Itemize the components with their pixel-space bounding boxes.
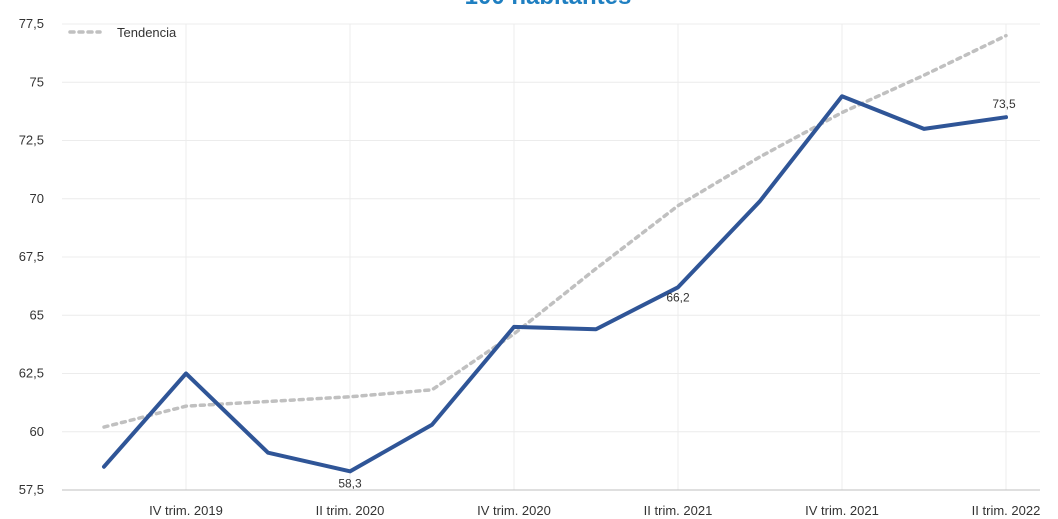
grid [62, 23, 1040, 491]
y-tick-label: 65 [30, 307, 44, 322]
y-tick-label: 62,5 [19, 366, 44, 381]
data-label: 58,3 [338, 476, 362, 490]
x-axis-ticks: IV trim. 2019 II trim. 2020 IV trim. 2020 I… [149, 503, 1040, 518]
y-tick-label: 75 [30, 74, 44, 89]
y-tick-label: 70 [30, 191, 44, 206]
data-labels: 58,3 66,2 73,5 [338, 97, 1016, 490]
data-label: 66,2 [666, 290, 690, 304]
x-tick-label: II trim. 2022 [972, 503, 1041, 518]
series-line-tendencia [102, 33, 1008, 429]
y-tick-label: 60 [30, 424, 44, 439]
legend: Tendencia [68, 25, 177, 40]
y-tick-label: 77,5 [19, 16, 44, 31]
data-label: 73,5 [992, 97, 1016, 111]
y-tick-label: 67,5 [19, 249, 44, 264]
x-tick-label: II trim. 2020 [316, 503, 385, 518]
series-line-main [102, 94, 1008, 474]
y-tick-label: 57,5 [19, 482, 44, 497]
y-tick-label: 72,5 [19, 133, 44, 148]
series-group [102, 33, 1008, 474]
chart-title-fragment: 100 habitantes [465, 0, 632, 10]
legend-label-tendencia: Tendencia [117, 25, 177, 40]
x-tick-label: IV trim. 2020 [477, 503, 551, 518]
x-tick-label: II trim. 2021 [644, 503, 713, 518]
x-tick-label: IV trim. 2021 [805, 503, 879, 518]
x-tick-label: IV trim. 2019 [149, 503, 223, 518]
y-axis-ticks: 57,5 60 62,5 65 67,5 70 72,5 75 77,5 [19, 16, 44, 497]
